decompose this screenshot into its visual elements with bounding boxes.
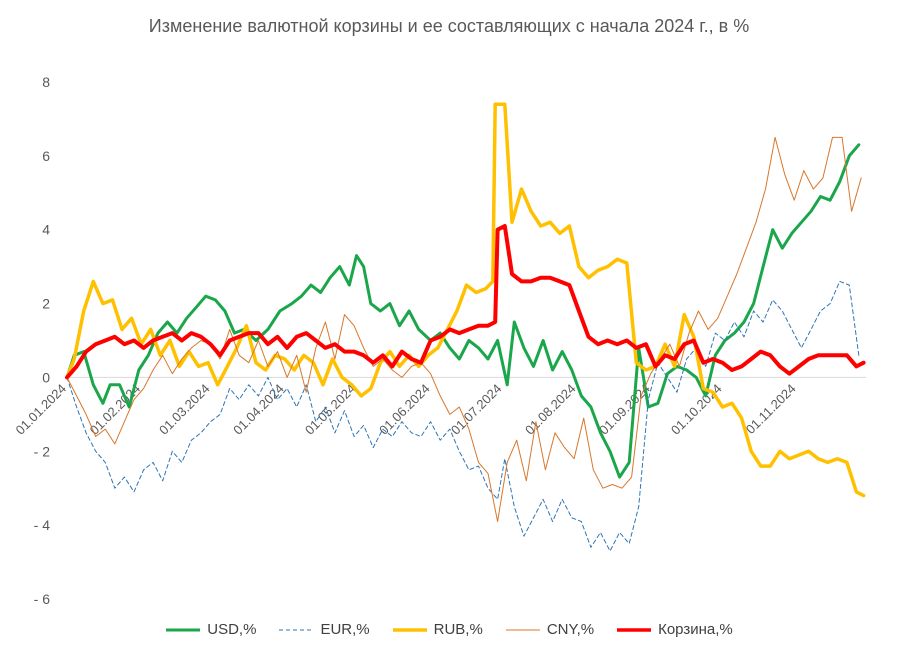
x-tick-label: 01.10.2024 <box>668 381 725 438</box>
y-tick-label: - 4 <box>34 517 51 533</box>
x-tick-label: 01.08.2024 <box>522 381 579 438</box>
x-tick-label: 01.05.2024 <box>302 381 359 438</box>
x-tick-label: 01.01.2024 <box>12 381 69 438</box>
legend-item: RUB,% <box>392 621 483 638</box>
x-tick-label: 01.04.2024 <box>230 381 287 438</box>
y-tick-label: 0 <box>42 369 50 385</box>
y-tick-label: - 6 <box>34 591 51 607</box>
legend-label: RUB,% <box>433 621 483 638</box>
legend-item: USD,% <box>165 621 256 638</box>
x-tick-label: 01.11.2024 <box>743 381 799 437</box>
series-line-0 <box>65 143 861 479</box>
legend-label: EUR,% <box>320 621 370 638</box>
legend-item: CNY,% <box>505 621 594 638</box>
legend-swatch <box>505 624 541 636</box>
legend-item: Корзина,% <box>616 621 733 638</box>
y-tick-label: 8 <box>42 74 50 90</box>
legend: USD,% EUR,% RUB,% CNY,% Корзина,% <box>0 621 898 638</box>
series-line-3 <box>66 136 862 522</box>
legend-swatch <box>392 624 428 636</box>
x-tick-label: 01.06.2024 <box>376 381 433 438</box>
y-tick-label: 6 <box>42 148 50 164</box>
legend-label: USD,% <box>207 621 257 638</box>
legend-swatch <box>165 624 201 636</box>
series-line-4 <box>65 224 866 380</box>
y-tick-label: - 2 <box>34 443 51 459</box>
legend-item: EUR,% <box>278 621 370 638</box>
y-tick-label: 2 <box>42 296 50 312</box>
series-line-1 <box>66 280 860 552</box>
legend-swatch <box>616 624 652 636</box>
legend-label: Корзина,% <box>658 621 733 638</box>
y-tick-label: 4 <box>42 222 50 238</box>
chart-title: Изменение валютной корзины и ее составля… <box>148 16 750 36</box>
legend-swatch <box>278 624 314 636</box>
legend-label: CNY,% <box>546 621 595 638</box>
series-line-2 <box>65 102 866 498</box>
